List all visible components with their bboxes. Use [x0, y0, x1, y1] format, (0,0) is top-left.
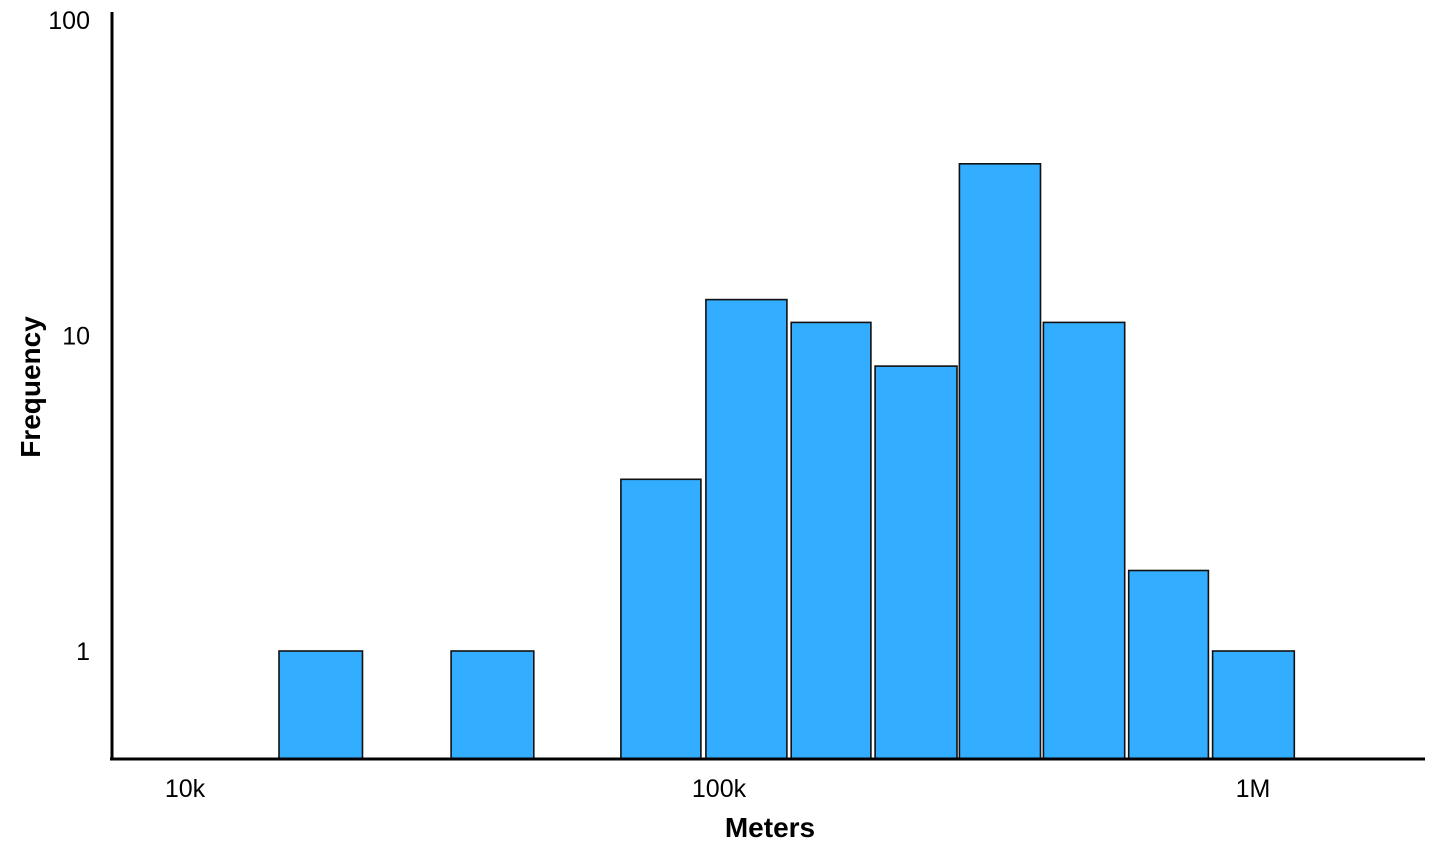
x-tick-label: 100k	[692, 775, 747, 803]
histogram-bar-9	[1127, 569, 1210, 760]
histogram-bar-5	[790, 321, 872, 760]
x-axis-title: Meters	[725, 812, 815, 843]
histogram-bar-6	[874, 365, 958, 760]
y-tick-label: 10	[62, 323, 90, 351]
histogram-bar-7	[958, 163, 1042, 760]
x-tick-label: 1M	[1236, 775, 1271, 803]
bars-group	[278, 163, 1296, 760]
y-axis-title: Frequency	[15, 316, 46, 458]
histogram-bar-10	[1211, 650, 1296, 760]
y-tick-label: 1	[76, 638, 90, 666]
histogram-bar-4	[705, 298, 788, 760]
histogram-bar-2	[450, 650, 535, 760]
y-tick-label: 100	[48, 7, 90, 35]
x-tick-label: 10k	[165, 775, 206, 803]
histogram-bar-8	[1042, 321, 1126, 760]
histogram-bar-3	[620, 478, 702, 760]
y-tick-labels: 1 10 100	[48, 7, 90, 666]
x-tick-labels: 10k 100k 1M	[165, 775, 1271, 803]
histogram-bar-1	[278, 650, 364, 760]
